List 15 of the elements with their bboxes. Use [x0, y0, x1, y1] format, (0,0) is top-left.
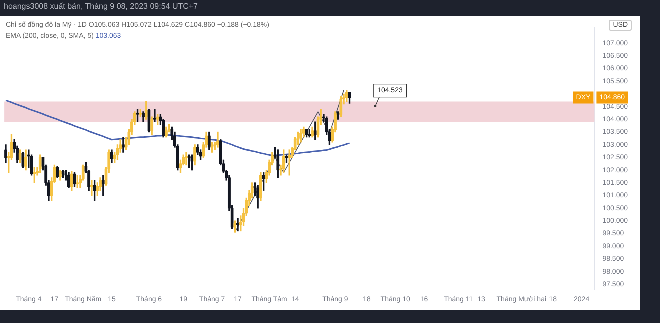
candlestick — [90, 180, 94, 196]
candlestick — [336, 112, 340, 120]
candlestick — [122, 137, 125, 153]
candlestick — [190, 154, 194, 171]
candlestick — [136, 109, 140, 122]
candlestick — [305, 129, 308, 138]
candlestick — [93, 180, 96, 202]
candlestick — [184, 152, 188, 166]
candlestick — [285, 154, 288, 164]
text: hoangs3008 xuất bản, Tháng 9 08, 2023 09:54 UTC+7 — [4, 2, 198, 11]
candlestick — [73, 172, 76, 188]
candlestick — [210, 142, 214, 153]
candlestick — [148, 109, 151, 133]
candlestick — [153, 109, 156, 122]
candlestick — [22, 152, 25, 168]
